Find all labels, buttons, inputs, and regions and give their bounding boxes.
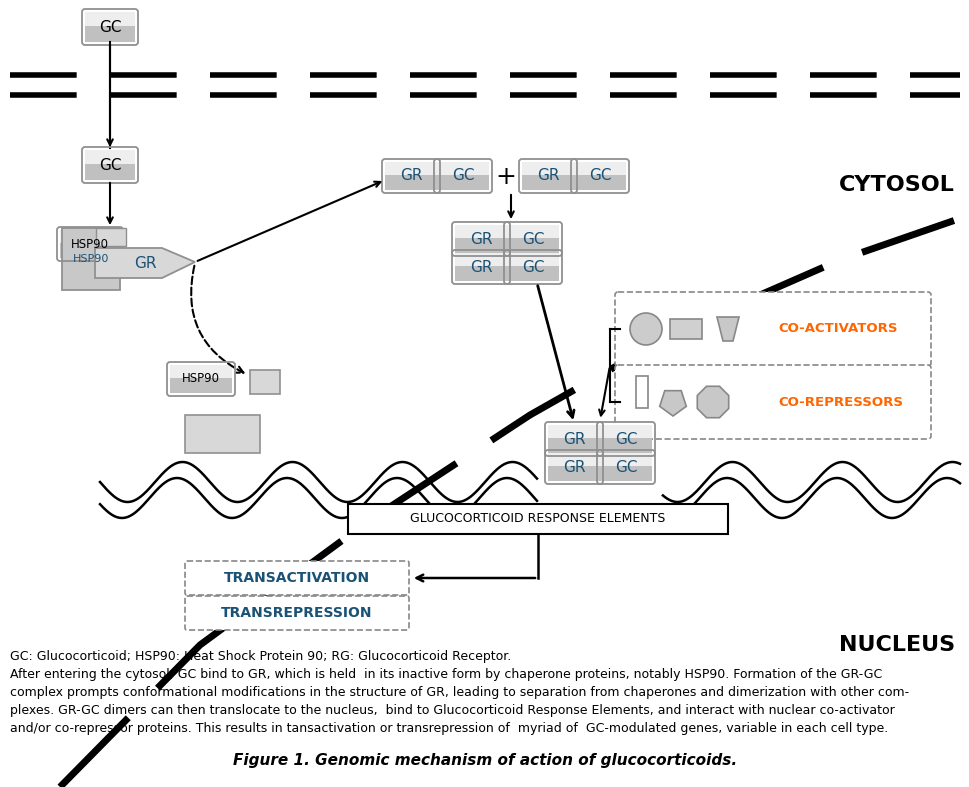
Text: GC: GC — [614, 431, 637, 446]
Text: GR: GR — [562, 460, 584, 475]
Text: TRANSREPRESSION: TRANSREPRESSION — [221, 606, 372, 620]
FancyBboxPatch shape — [170, 365, 232, 378]
FancyBboxPatch shape — [547, 438, 600, 453]
FancyBboxPatch shape — [507, 253, 558, 265]
FancyBboxPatch shape — [600, 425, 651, 438]
FancyBboxPatch shape — [521, 175, 574, 190]
FancyBboxPatch shape — [614, 292, 930, 366]
Text: GR: GR — [469, 231, 491, 246]
Text: GLUCOCORTICOID RESPONSE ELEMENTS: GLUCOCORTICOID RESPONSE ELEMENTS — [410, 512, 665, 526]
FancyBboxPatch shape — [437, 175, 488, 190]
FancyBboxPatch shape — [60, 230, 120, 242]
Text: GR: GR — [536, 168, 559, 183]
FancyBboxPatch shape — [547, 466, 600, 481]
Text: complex prompts conformational modifications in the structure of GR, leading to : complex prompts conformational modificat… — [10, 686, 908, 699]
Text: +: + — [495, 165, 516, 189]
FancyBboxPatch shape — [185, 596, 409, 630]
FancyBboxPatch shape — [614, 365, 930, 439]
FancyBboxPatch shape — [454, 238, 507, 253]
FancyBboxPatch shape — [600, 453, 651, 466]
FancyBboxPatch shape — [170, 378, 232, 393]
FancyBboxPatch shape — [437, 162, 488, 175]
Circle shape — [629, 313, 661, 345]
Text: GC: GC — [588, 168, 610, 183]
FancyBboxPatch shape — [96, 228, 126, 246]
FancyBboxPatch shape — [62, 228, 120, 290]
Text: NUCLEUS: NUCLEUS — [838, 635, 954, 655]
Text: GC: GC — [614, 460, 637, 475]
FancyBboxPatch shape — [574, 175, 625, 190]
FancyBboxPatch shape — [85, 12, 135, 25]
FancyBboxPatch shape — [250, 370, 280, 394]
Text: GC: GC — [99, 157, 121, 172]
FancyBboxPatch shape — [574, 162, 625, 175]
Text: HSP90: HSP90 — [182, 372, 220, 386]
FancyBboxPatch shape — [60, 242, 120, 258]
FancyBboxPatch shape — [454, 253, 507, 265]
FancyBboxPatch shape — [454, 225, 507, 238]
Polygon shape — [697, 386, 728, 418]
Text: GR: GR — [134, 256, 156, 271]
Text: CYTOSOL: CYTOSOL — [838, 175, 954, 195]
FancyBboxPatch shape — [670, 319, 702, 329]
Text: Figure 1. Genomic mechanism of action of glucocorticoids.: Figure 1. Genomic mechanism of action of… — [233, 752, 736, 767]
FancyBboxPatch shape — [185, 415, 260, 453]
FancyBboxPatch shape — [385, 162, 437, 175]
Text: plexes. GR-GC dimers can then translocate to the nucleus,  bind to Glucocorticoi: plexes. GR-GC dimers can then translocat… — [10, 704, 893, 717]
FancyBboxPatch shape — [85, 164, 135, 180]
Polygon shape — [95, 248, 195, 278]
FancyBboxPatch shape — [185, 415, 260, 430]
Text: After entering the cytosol, GC bind to GR, which is held  in its inactive form b: After entering the cytosol, GC bind to G… — [10, 668, 882, 681]
Text: TRANSACTIVATION: TRANSACTIVATION — [224, 571, 370, 585]
Text: GC: GC — [521, 231, 544, 246]
FancyBboxPatch shape — [547, 453, 600, 466]
Text: CO-REPRESSORS: CO-REPRESSORS — [777, 396, 902, 408]
FancyBboxPatch shape — [85, 150, 135, 164]
FancyBboxPatch shape — [454, 265, 507, 281]
FancyBboxPatch shape — [348, 504, 728, 534]
FancyBboxPatch shape — [507, 238, 558, 253]
FancyBboxPatch shape — [507, 225, 558, 238]
FancyBboxPatch shape — [670, 319, 702, 339]
Text: HSP90: HSP90 — [73, 254, 109, 264]
FancyBboxPatch shape — [636, 376, 647, 408]
Text: GC: GC — [99, 20, 121, 35]
FancyBboxPatch shape — [600, 466, 651, 481]
Text: CO-ACTIVATORS: CO-ACTIVATORS — [777, 323, 896, 335]
FancyBboxPatch shape — [547, 425, 600, 438]
Text: GC: GC — [521, 260, 544, 275]
Text: GR: GR — [399, 168, 422, 183]
Text: and/or co-repressor proteins. This results in tansactivation or transrepression : and/or co-repressor proteins. This resul… — [10, 722, 888, 735]
Text: GR: GR — [562, 431, 584, 446]
FancyBboxPatch shape — [385, 175, 437, 190]
FancyBboxPatch shape — [185, 561, 409, 595]
Text: GC: Glucocorticoid; HSP90: Heat Shock Protein 90; RG: Glucocorticoid Receptor.: GC: Glucocorticoid; HSP90: Heat Shock Pr… — [10, 650, 511, 663]
Text: GR: GR — [469, 260, 491, 275]
Polygon shape — [716, 317, 738, 341]
FancyBboxPatch shape — [85, 25, 135, 42]
FancyBboxPatch shape — [507, 265, 558, 281]
Text: GC: GC — [452, 168, 474, 183]
Text: HSP90: HSP90 — [71, 238, 109, 250]
Polygon shape — [659, 390, 686, 416]
FancyBboxPatch shape — [600, 438, 651, 453]
FancyBboxPatch shape — [521, 162, 574, 175]
